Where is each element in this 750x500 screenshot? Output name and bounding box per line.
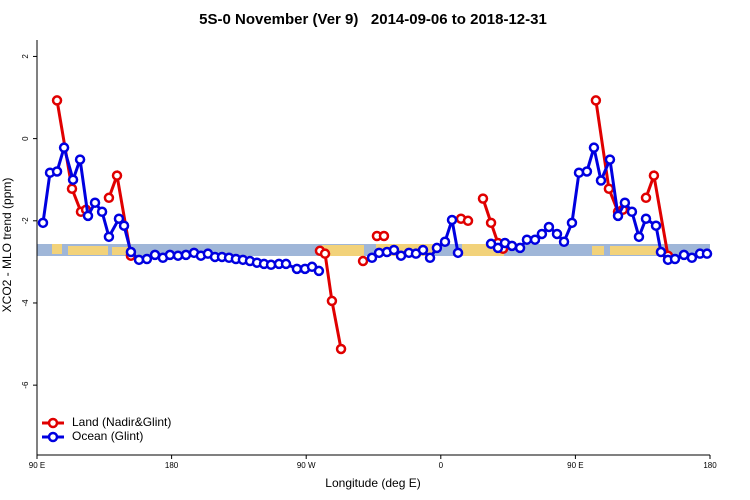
data-point bbox=[452, 247, 464, 259]
x-tick-label: 180 bbox=[165, 461, 179, 470]
data-point bbox=[118, 220, 130, 231]
data-point bbox=[446, 214, 458, 226]
chart-title: 5S-0 November (Ver 9) 2014-09-06 to 2018… bbox=[199, 11, 547, 28]
data-point bbox=[619, 197, 631, 208]
data-point bbox=[633, 231, 645, 243]
data-point bbox=[701, 248, 713, 259]
data-point bbox=[506, 240, 518, 252]
data-point bbox=[67, 174, 79, 185]
data-point bbox=[37, 217, 49, 229]
data-point bbox=[536, 228, 548, 240]
x-tick-label: 180 bbox=[703, 461, 717, 470]
data-point bbox=[51, 166, 63, 177]
data-point bbox=[566, 217, 578, 229]
data-point bbox=[280, 258, 292, 270]
legend-marker bbox=[47, 431, 59, 443]
x-tick-label: 90 W bbox=[297, 461, 316, 470]
x-tick-label: 90 E bbox=[29, 461, 45, 470]
data-point bbox=[113, 213, 125, 224]
data-point bbox=[180, 249, 192, 261]
data-point bbox=[558, 236, 570, 247]
x-tick-label: 0 bbox=[439, 461, 444, 470]
data-point bbox=[141, 253, 153, 265]
legend-marker bbox=[47, 417, 59, 429]
data-point bbox=[686, 252, 698, 264]
data-point bbox=[514, 242, 526, 254]
data-point bbox=[424, 252, 436, 264]
data-point bbox=[655, 246, 667, 258]
y-axis-label: XCO2 - MLO trend (ppm) bbox=[0, 178, 14, 313]
data-point bbox=[103, 192, 115, 204]
data-point bbox=[485, 217, 497, 229]
data-point bbox=[51, 95, 63, 106]
data-point bbox=[111, 170, 123, 181]
y-tick-label: -6 bbox=[21, 381, 30, 389]
data-point bbox=[604, 154, 616, 165]
data-point bbox=[573, 167, 585, 178]
data-point bbox=[58, 142, 70, 153]
data-point bbox=[640, 192, 652, 204]
data-point bbox=[313, 265, 325, 277]
data-point bbox=[439, 236, 451, 247]
data-point bbox=[650, 220, 662, 231]
data-point bbox=[477, 193, 489, 204]
data-point bbox=[492, 242, 504, 254]
data-point bbox=[89, 197, 101, 208]
data-point bbox=[603, 183, 615, 194]
data-point bbox=[96, 206, 108, 218]
y-tick-label: 0 bbox=[21, 136, 30, 141]
data-point bbox=[378, 230, 390, 242]
data-point bbox=[326, 295, 338, 307]
data-point bbox=[291, 263, 303, 275]
data-point bbox=[164, 249, 176, 261]
data-point bbox=[529, 234, 541, 245]
x-tick-label: 90 E bbox=[567, 461, 583, 470]
data-point bbox=[319, 248, 331, 259]
data-point bbox=[648, 170, 660, 181]
data-point bbox=[588, 142, 600, 153]
data-point bbox=[640, 213, 652, 224]
data-point bbox=[388, 244, 400, 256]
data-point bbox=[590, 95, 602, 106]
data-point bbox=[74, 154, 86, 165]
y-tick-label: -4 bbox=[21, 299, 30, 307]
data-point bbox=[462, 215, 474, 227]
data-point bbox=[431, 242, 443, 254]
data-point bbox=[626, 206, 638, 218]
x-axis-label: Longitude (deg E) bbox=[325, 476, 420, 490]
data-point bbox=[417, 244, 429, 256]
data-point bbox=[335, 343, 347, 355]
data-point bbox=[125, 246, 137, 258]
data-point bbox=[366, 252, 378, 264]
data-point bbox=[543, 221, 555, 233]
data-point bbox=[66, 183, 78, 194]
legend: Land (Nadir&Glint)Ocean (Glint) bbox=[42, 415, 171, 443]
legend-label: Ocean (Glint) bbox=[72, 429, 143, 443]
data-point bbox=[521, 234, 533, 245]
legend-label: Land (Nadir&Glint) bbox=[72, 415, 171, 429]
data-point bbox=[669, 253, 681, 265]
data-point bbox=[82, 210, 94, 222]
plot-area bbox=[37, 95, 713, 355]
y-tick-label: -2 bbox=[21, 217, 30, 225]
data-point bbox=[551, 228, 563, 240]
data-point bbox=[581, 166, 593, 177]
data-point bbox=[612, 210, 624, 222]
data-point bbox=[103, 231, 115, 243]
data-point bbox=[595, 175, 607, 186]
y-tick-label: 2 bbox=[21, 54, 30, 59]
data-point bbox=[357, 255, 369, 267]
